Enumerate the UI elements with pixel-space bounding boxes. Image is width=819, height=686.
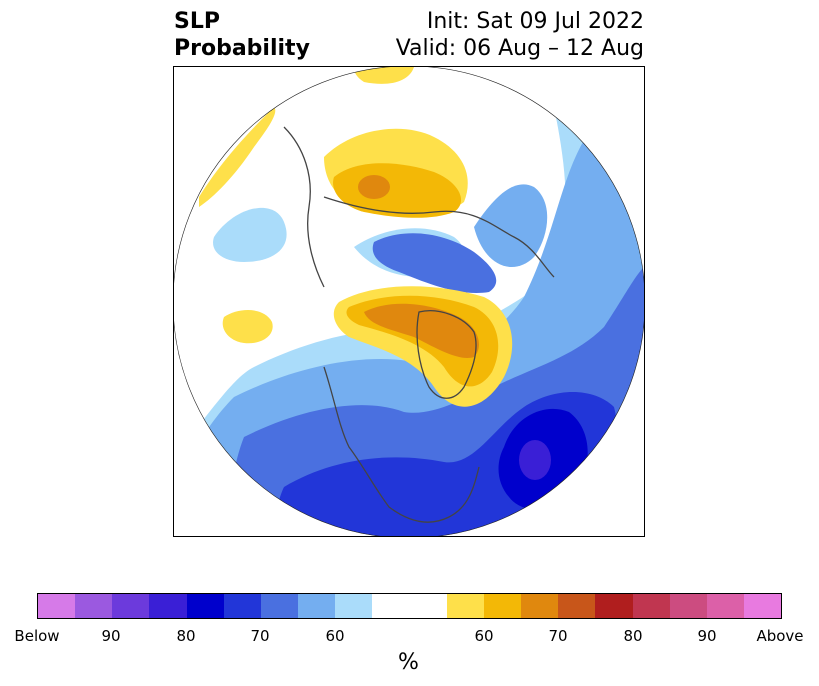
probability-map [174, 67, 644, 536]
colorbar-segment-16 [632, 594, 670, 618]
colorbar-segment-3 [149, 594, 187, 618]
colorbar-segment-8 [335, 594, 373, 618]
below-90-core [519, 440, 551, 480]
colorbar [37, 593, 782, 619]
above-60-top [354, 67, 414, 84]
colorbar-segment-6 [260, 594, 299, 618]
colorbar-segment-19 [743, 594, 782, 618]
colorbar-segment-0 [38, 594, 76, 618]
map-panel [173, 66, 645, 537]
colorbar-segment-5 [223, 594, 261, 618]
colorbar-segment-14 [558, 594, 596, 618]
colorbar-tick-below: Below [14, 627, 60, 645]
colorbar-tick-below-80: 80 [176, 627, 196, 645]
colorbar-segment-17 [669, 594, 707, 618]
colorbar-segment-9 [372, 594, 410, 618]
colorbar-segment-2 [112, 594, 150, 618]
title-line-1: SLP [174, 9, 220, 34]
colorbar-tick-below-70: 70 [250, 627, 270, 645]
above-60-alaska-streak [199, 107, 276, 207]
colorbar-tick-below-60: 60 [325, 627, 345, 645]
colorbar-segment-18 [706, 594, 744, 618]
north-america-coast [323, 366, 480, 523]
above-60-pacific [222, 310, 273, 344]
probability-fields [174, 67, 644, 536]
colorbar-segment-7 [298, 594, 336, 618]
valid-range: Valid: 06 Aug – 12 Aug [395, 36, 644, 61]
greenland-coast [416, 310, 477, 399]
colorbar-tick-above-70: 70 [548, 627, 568, 645]
above-80-northern [358, 175, 390, 199]
colorbar-unit: % [398, 650, 419, 675]
colorbar-segment-4 [186, 594, 224, 618]
forecast-dates: Init: Sat 09 Jul 2022 Valid: 06 Aug – 12… [396, 8, 644, 62]
colorbar-tick-above: Above [756, 627, 804, 645]
title-line-2: Probability [174, 36, 310, 61]
map-title: SLP Probability [174, 8, 310, 62]
colorbar-segment-11 [446, 594, 484, 618]
below-70-eurasia [474, 184, 548, 267]
colorbar-segment-15 [595, 594, 633, 618]
colorbar-segment-13 [521, 594, 559, 618]
alaska-coast [283, 126, 325, 288]
colorbar-segment-12 [483, 594, 522, 618]
colorbar-segment-10 [409, 594, 447, 618]
colorbar-segment-1 [75, 594, 113, 618]
above-70-northern [333, 163, 462, 218]
colorbar-tick-below-90: 90 [101, 627, 121, 645]
colorbar-tick-above-90: 90 [697, 627, 717, 645]
colorbar-tick-above-60: 60 [474, 627, 494, 645]
below-75-arctic [372, 233, 497, 293]
below-60-pacific [213, 207, 287, 262]
eurasia-coast [323, 196, 555, 278]
above-80-greenland [364, 303, 479, 358]
colorbar-tick-above-80: 80 [623, 627, 643, 645]
init-date: Init: Sat 09 Jul 2022 [426, 9, 644, 34]
